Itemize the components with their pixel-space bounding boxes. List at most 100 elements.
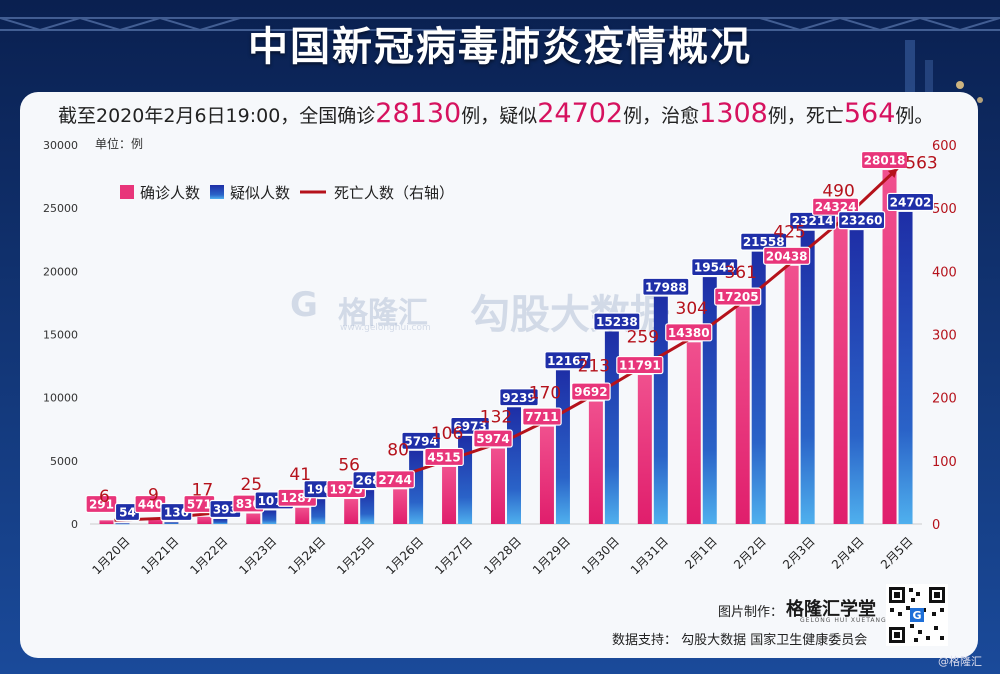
bar-confirmed [295, 507, 310, 524]
y-left-tick-label: 5000 [50, 455, 78, 468]
label-deaths: 361 [724, 263, 756, 283]
label-confirmed-box [375, 470, 415, 489]
data-support-label: 数据支持： 勾股大数据 国家卫生健康委员会 [612, 633, 868, 648]
label-suspected: 19544 [694, 261, 736, 275]
x-tick-label: 1月20日 [90, 534, 133, 577]
label-confirmed: 17205 [717, 290, 759, 304]
qr-code-icon[interactable]: G [886, 584, 948, 646]
x-tick-label: 1月23日 [236, 534, 279, 577]
y-left-tick-label: 0 [71, 518, 78, 531]
label-confirmed: 2744 [378, 473, 411, 487]
headline-cured: 1308 [699, 98, 768, 129]
x-tick-label: 1月27日 [432, 534, 475, 577]
bar-confirmed [686, 342, 701, 524]
label-suspected: 136 [164, 506, 189, 520]
unit-label: 单位：例 [95, 136, 143, 151]
svg-text:G: G [912, 609, 921, 622]
x-tick-label: 1月30日 [579, 534, 622, 577]
label-suspected-box [593, 312, 641, 331]
watermark-site: www.gelonghui.com [340, 323, 431, 333]
label-confirmed: 9692 [574, 385, 607, 399]
bar-confirmed [784, 265, 799, 524]
x-tick-label: 2月5日 [878, 534, 916, 572]
bar-suspected [898, 211, 913, 524]
label-deaths: 490 [822, 181, 854, 201]
y-left-tick-label: 20000 [43, 265, 78, 278]
y-left-tick-label: 30000 [43, 139, 78, 152]
x-tick-label: 2月1日 [682, 534, 720, 572]
y-right-tick-label: 200 [932, 392, 957, 407]
label-deaths: 132 [480, 408, 512, 428]
label-confirmed: 5974 [476, 432, 509, 446]
label-confirmed: 571 [187, 498, 212, 512]
label-confirmed-box [522, 407, 562, 426]
label-confirmed: 14380 [668, 326, 710, 340]
bar-suspected [800, 230, 815, 524]
y-left-tick-label: 10000 [43, 392, 78, 405]
label-deaths: 106 [431, 424, 463, 444]
label-deaths: 563 [905, 153, 937, 173]
headline-mid3: 例，死亡 [767, 105, 844, 127]
bar-confirmed [539, 426, 554, 524]
bar-suspected [115, 523, 130, 525]
bar-confirmed [882, 170, 897, 525]
label-suspected-box [837, 211, 886, 230]
bar-confirmed [246, 513, 261, 524]
label-suspected: 15238 [596, 315, 638, 329]
legend-swatch-suspected [210, 185, 224, 199]
chart-card [20, 92, 978, 658]
label-confirmed-box [616, 355, 664, 375]
label-suspected: 23260 [841, 214, 883, 228]
headline-mid1: 例，疑似 [461, 105, 538, 127]
label-suspected: 393 [213, 503, 238, 517]
y-right-tick-label: 100 [932, 455, 957, 470]
bar-suspected [849, 230, 864, 524]
label-confirmed-box [811, 197, 860, 216]
label-suspected: 17988 [645, 280, 687, 294]
label-confirmed-box [473, 429, 513, 448]
bar-suspected [360, 490, 375, 524]
x-tick-label: 2月2日 [731, 534, 769, 572]
brand-subtitle: GELONG HUI XUETANG [800, 617, 887, 624]
label-confirmed: 24324 [815, 200, 857, 214]
x-tick-label: 1月25日 [334, 534, 377, 577]
bar-confirmed [588, 401, 603, 524]
bar-suspected [751, 251, 766, 524]
label-deaths: 425 [773, 223, 805, 243]
watermark-logo-icon: G [290, 285, 318, 325]
headline-deaths: 564 [843, 98, 896, 129]
label-suspected: 12167 [547, 354, 589, 368]
label-confirmed-box [860, 150, 909, 170]
label-deaths: 304 [676, 299, 708, 319]
label-suspected: 54 [119, 506, 136, 520]
x-tick-label: 2月3日 [780, 534, 818, 572]
label-confirmed: 28018 [864, 154, 906, 168]
label-deaths: 56 [338, 456, 360, 476]
label-confirmed-box [424, 447, 464, 467]
bar-confirmed [148, 518, 163, 524]
headline-suspected: 24702 [537, 98, 624, 129]
bar-suspected [213, 519, 228, 524]
label-confirmed: 440 [138, 498, 163, 512]
bar-confirmed [735, 306, 750, 524]
bar-suspected [604, 331, 619, 524]
y-right-tick-label: 0 [932, 518, 940, 533]
label-suspected-box [401, 431, 441, 450]
label-suspected-box [691, 257, 739, 277]
y-left-tick-label: 25000 [43, 202, 78, 215]
x-tick-label: 1月29日 [530, 534, 573, 577]
label-deaths: 170 [529, 384, 561, 404]
x-tick-label: 1月24日 [285, 534, 328, 577]
headline-confirmed: 28130 [375, 98, 462, 129]
y-right-tick-label: 600 [932, 139, 957, 154]
bar-confirmed [637, 375, 652, 524]
headline-suffix: 例。 [895, 105, 934, 127]
x-tick-label: 2月4日 [829, 534, 867, 572]
legend-swatch-confirmed [120, 185, 134, 199]
label-deaths: 259 [627, 327, 659, 347]
label-confirmed-box [571, 382, 611, 401]
line-deaths-arrow [887, 168, 898, 178]
label-suspected: 5794 [404, 434, 437, 448]
y-right-tick-label: 500 [932, 202, 957, 217]
label-confirmed: 20438 [766, 249, 808, 263]
